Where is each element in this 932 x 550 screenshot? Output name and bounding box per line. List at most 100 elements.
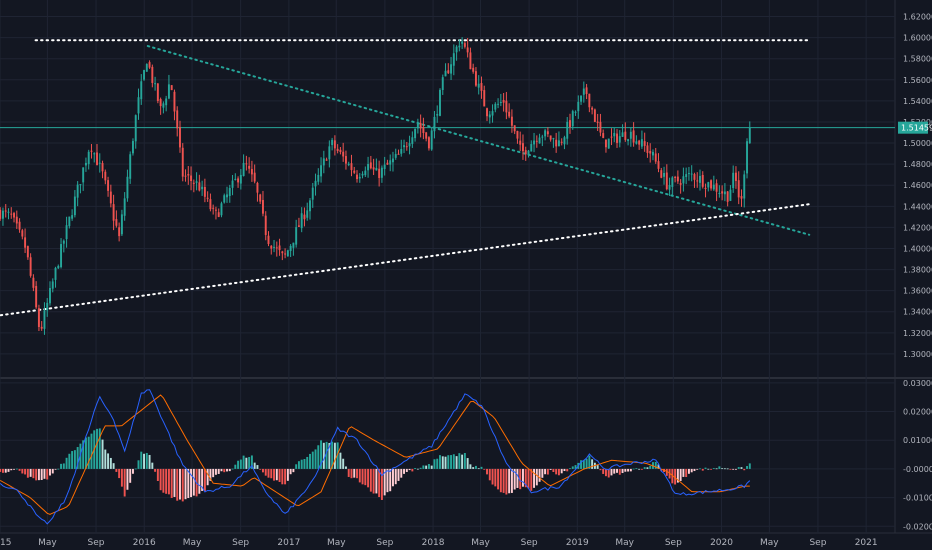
candle-body[interactable] [436,114,439,116]
candle-body[interactable] [281,251,284,254]
candle-body[interactable] [57,265,60,269]
candle-body[interactable] [693,174,696,180]
candle-body[interactable] [652,151,654,156]
candle-body[interactable] [259,194,262,202]
candle-body[interactable] [502,100,505,103]
candle-body[interactable] [392,158,394,163]
candle-body[interactable] [378,168,381,178]
candle-body[interactable] [342,151,345,157]
candle-body[interactable] [552,138,555,140]
candle-body[interactable] [596,121,599,123]
candle-body[interactable] [710,180,713,189]
candle-body[interactable] [433,116,436,132]
candle-body[interactable] [643,141,646,146]
candle-body[interactable] [472,67,475,72]
candle-body[interactable] [430,130,433,150]
candle-body[interactable] [582,88,585,95]
candle-body[interactable] [353,170,356,173]
candle-body[interactable] [411,137,414,144]
candle-body[interactable] [508,111,511,117]
candle-body[interactable] [541,136,544,138]
candle-body[interactable] [10,213,13,215]
candle-body[interactable] [510,116,513,126]
candle-body[interactable] [148,62,151,68]
candle-body[interactable] [746,141,748,174]
candle-body[interactable] [469,52,472,70]
candle-body[interactable] [450,64,453,74]
time-axis[interactable]: 2015 May Sep 2016 May Sep 2017 May Sep 2018 May Sep… [0,538,878,548]
candle-body[interactable] [322,158,325,166]
candle-body[interactable] [721,191,724,194]
candle-body[interactable] [718,193,721,195]
macd-lines[interactable] [0,389,751,525]
candle-body[interactable] [403,145,406,148]
candle-body[interactable] [29,257,32,276]
candle-body[interactable] [671,177,674,187]
candle-body[interactable] [264,215,267,235]
candle-body[interactable] [68,216,71,227]
candle-body[interactable] [486,108,488,117]
candle-body[interactable] [198,182,201,191]
candle-body[interactable] [223,195,226,203]
candle-body[interactable] [441,77,444,90]
candle-body[interactable] [557,140,560,147]
candle-body[interactable] [90,150,93,152]
candle-body[interactable] [137,97,140,114]
candle-body[interactable] [120,214,123,235]
candle-body[interactable] [613,132,616,137]
candle-body[interactable] [513,125,516,132]
candle-body[interactable] [519,140,522,145]
candle-body[interactable] [159,99,162,107]
candle-body[interactable] [685,174,688,177]
candle-body[interactable] [104,171,107,181]
candle-body[interactable] [682,176,685,184]
candle-body[interactable] [640,139,643,147]
candle-body[interactable] [37,308,40,327]
candle-body[interactable] [7,211,10,213]
candle-body[interactable] [278,245,281,251]
candle-body[interactable] [740,196,743,199]
candle-body[interactable] [499,101,502,103]
candle-body[interactable] [516,131,519,139]
candle-body[interactable] [488,114,491,118]
candle-body[interactable] [699,175,701,183]
candle-body[interactable] [273,246,276,248]
candle-body[interactable] [220,203,223,216]
candle-body[interactable] [400,149,403,154]
candle-body[interactable] [320,165,323,177]
candle-body[interactable] [477,83,480,88]
candle-body[interactable] [463,43,466,47]
candle-body[interactable] [632,130,635,143]
candle-body[interactable] [533,140,536,145]
candle-body[interactable] [123,198,126,216]
candle-body[interactable] [134,115,137,142]
candle-body[interactable] [26,246,29,258]
candle-body[interactable] [43,310,46,329]
candle-body[interactable] [154,83,157,85]
candle-body[interactable] [190,175,193,182]
candle-body[interactable] [397,153,400,155]
candle-body[interactable] [317,174,320,182]
candle-body[interactable] [267,235,270,244]
candle-body[interactable] [723,191,726,195]
candle-body[interactable] [35,286,38,308]
candle-body[interactable] [369,162,372,169]
candle-body[interactable] [292,242,295,248]
candle-body[interactable] [505,100,508,113]
candle-body[interactable] [331,139,334,146]
candle-body[interactable] [79,184,82,186]
candle-body[interactable] [657,161,660,169]
candle-body[interactable] [414,128,417,139]
candle-body[interactable] [212,207,215,209]
candle-body[interactable] [143,70,145,80]
candle-body[interactable] [593,109,596,122]
candle-body[interactable] [96,152,98,166]
candle-body[interactable] [458,45,461,48]
candle-body[interactable] [439,89,441,116]
candle-body[interactable] [732,172,735,189]
candle-body[interactable] [566,121,569,139]
candle-body[interactable] [361,173,364,176]
candle-body[interactable] [480,83,483,91]
candle-body[interactable] [563,137,566,145]
candle-body[interactable] [638,140,641,145]
